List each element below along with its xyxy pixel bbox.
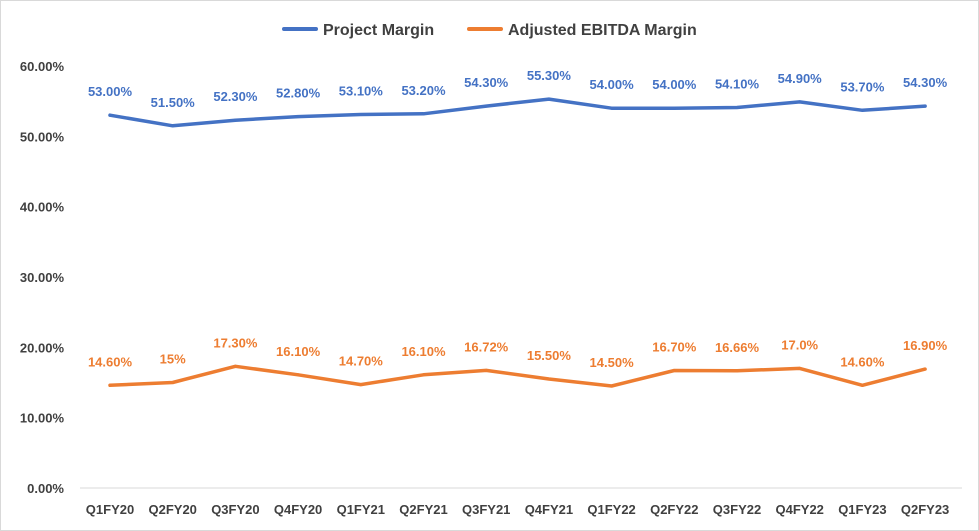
data-label-adjusted-ebitda-margin: 16.10% [276, 344, 321, 359]
data-label-adjusted-ebitda-margin: 14.70% [339, 354, 384, 369]
x-tick-label: Q1FY22 [587, 502, 635, 517]
data-point-project-margin [171, 124, 175, 128]
data-point-adjusted-ebitda-margin [296, 373, 300, 377]
data-point-adjusted-ebitda-margin [798, 366, 802, 370]
y-tick-label: 0.00% [27, 481, 64, 496]
data-point-adjusted-ebitda-margin [923, 367, 927, 371]
data-point-adjusted-ebitda-margin [233, 364, 237, 368]
data-label-adjusted-ebitda-margin: 15% [160, 352, 186, 367]
y-tick-label: 20.00% [20, 340, 65, 355]
data-point-project-margin [672, 106, 676, 110]
series-line-adjusted-ebitda-margin [108, 364, 927, 388]
x-tick-label: Q2FY21 [399, 502, 447, 517]
x-tick-label: Q3FY22 [713, 502, 761, 517]
data-point-adjusted-ebitda-margin [860, 383, 864, 387]
data-label-adjusted-ebitda-margin: 16.70% [652, 340, 697, 355]
x-tick-label: Q4FY22 [775, 502, 823, 517]
data-label-adjusted-ebitda-margin: 16.90% [903, 338, 948, 353]
data-label-adjusted-ebitda-margin: 16.66% [715, 340, 760, 355]
x-tick-label: Q1FY23 [838, 502, 886, 517]
y-tick-label: 50.00% [20, 129, 65, 144]
y-tick-label: 30.00% [20, 270, 65, 285]
data-label-project-margin: 53.70% [840, 79, 885, 94]
data-point-project-margin [422, 112, 425, 116]
data-label-project-margin: 52.80% [276, 86, 321, 101]
data-label-project-margin: 51.50% [151, 95, 196, 110]
data-point-adjusted-ebitda-margin [108, 383, 112, 387]
data-label-project-margin: 52.30% [213, 89, 258, 104]
data-label-project-margin: 53.00% [88, 84, 133, 99]
data-label-project-margin: 54.00% [652, 77, 697, 92]
data-label-adjusted-ebitda-margin: 16.10% [401, 344, 446, 359]
data-label-project-margin: 55.30% [527, 68, 572, 83]
data-label-project-margin: 54.10% [715, 76, 760, 91]
data-point-project-margin [359, 113, 363, 117]
data-point-project-margin [296, 115, 300, 119]
data-point-project-margin [108, 113, 112, 117]
data-label-adjusted-ebitda-margin: 17.0% [781, 337, 818, 352]
data-point-adjusted-ebitda-margin [672, 369, 676, 373]
data-label-adjusted-ebitda-margin: 14.50% [590, 355, 635, 370]
data-label-adjusted-ebitda-margin: 15.50% [527, 348, 572, 363]
x-tick-label: Q1FY21 [337, 502, 385, 517]
data-label-adjusted-ebitda-margin: 17.30% [213, 335, 258, 350]
data-point-project-margin [860, 108, 864, 112]
data-label-project-margin: 54.30% [464, 75, 509, 90]
data-label-project-margin: 53.10% [339, 84, 384, 99]
data-label-project-margin: 54.00% [590, 77, 635, 92]
x-tick-label: Q1FY20 [86, 502, 134, 517]
y-tick-label: 10.00% [20, 411, 65, 426]
x-tick-label: Q4FY21 [525, 502, 573, 517]
data-point-adjusted-ebitda-margin [171, 381, 175, 384]
y-tick-label: 40.00% [20, 200, 65, 215]
x-tick-label: Q2FY20 [148, 502, 196, 517]
data-label-project-margin: 54.30% [903, 75, 948, 90]
data-label-adjusted-ebitda-margin: 14.60% [88, 354, 133, 369]
data-point-adjusted-ebitda-margin [484, 368, 488, 372]
data-point-project-margin [735, 105, 739, 109]
data-label-adjusted-ebitda-margin: 14.60% [840, 354, 885, 369]
data-point-adjusted-ebitda-margin [422, 373, 425, 377]
series-line-project-margin [108, 97, 927, 128]
legend-label: Adjusted EBITDA Margin [508, 22, 697, 39]
data-point-adjusted-ebitda-margin [735, 369, 739, 373]
data-point-adjusted-ebitda-margin [547, 377, 551, 381]
data-label-project-margin: 53.20% [401, 83, 446, 98]
data-point-project-margin [798, 100, 802, 104]
x-tick-label: Q3FY21 [462, 502, 510, 517]
data-point-project-margin [610, 106, 614, 110]
data-label-adjusted-ebitda-margin: 16.72% [464, 339, 509, 354]
x-tick-label: Q2FY23 [901, 502, 949, 517]
data-label-project-margin: 54.90% [778, 71, 823, 86]
data-point-adjusted-ebitda-margin [359, 383, 363, 387]
data-point-project-margin [923, 104, 927, 108]
data-point-project-margin [484, 104, 488, 108]
data-point-project-margin [233, 118, 237, 122]
data-point-adjusted-ebitda-margin [610, 384, 614, 388]
data-point-project-margin [547, 97, 551, 101]
x-tick-label: Q2FY22 [650, 502, 698, 517]
y-tick-label: 60.00% [20, 59, 65, 74]
x-tick-label: Q4FY20 [274, 502, 322, 517]
x-tick-label: Q3FY20 [211, 502, 259, 517]
legend-label: Project Margin [323, 22, 434, 39]
